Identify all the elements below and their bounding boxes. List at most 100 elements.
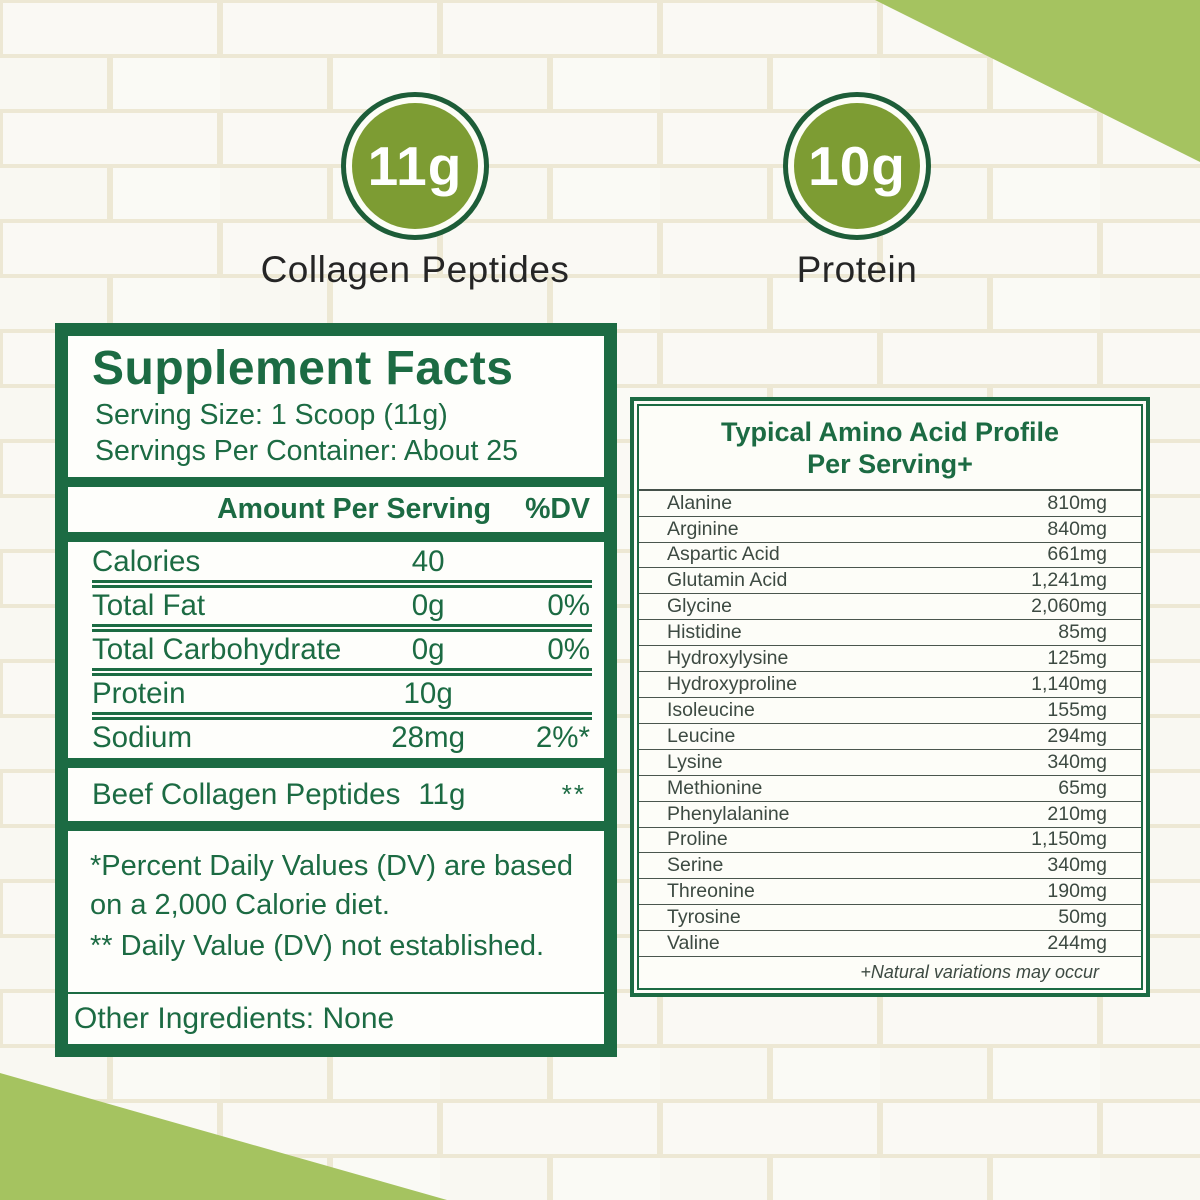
amino-acid-row: Aspartic Acid 661mg <box>639 543 1141 569</box>
amino-acid-profile-title: Typical Amino Acid Profile Per Serving+ <box>639 406 1141 491</box>
nutrient-dv: 0% <box>547 633 590 666</box>
amino-acid-value: 340mg <box>1047 854 1107 877</box>
amino-acid-name: Methionine <box>667 776 763 799</box>
dv-column-label: %DV <box>525 493 590 525</box>
nutrient-dv: 2%* <box>535 721 590 754</box>
amino-acid-row: Lysine 340mg <box>639 750 1141 776</box>
amino-acid-row: Hydroxyproline 1,140mg <box>639 672 1141 698</box>
amino-acid-row: Arginine 840mg <box>639 517 1141 543</box>
amino-acid-name: Arginine <box>667 517 739 540</box>
nutrient-row: Calories 40 <box>68 544 604 580</box>
amino-acid-row: Alanine 810mg <box>639 491 1141 517</box>
protein-amount-badge: 10g <box>783 92 931 240</box>
nutrient-amount: 40 <box>411 545 445 578</box>
nutrient-amount: 0g <box>411 633 445 666</box>
ingredient-row: Beef Collagen Peptides 11g ** <box>68 768 604 821</box>
nutrient-amount: 28mg <box>391 721 466 754</box>
collagen-amount-badge: 11g <box>341 92 489 240</box>
amino-acid-name: Tyrosine <box>667 906 741 929</box>
amino-acid-name: Isoleucine <box>667 698 755 721</box>
amount-per-serving-header: Amount Per Serving %DV <box>68 487 604 532</box>
protein-amount-value: 10g <box>794 103 920 229</box>
nutrient-amount: 10g <box>403 677 453 710</box>
amino-acid-row: Tyrosine 50mg <box>639 905 1141 932</box>
other-ingredients-divider <box>68 992 604 994</box>
nutrient-rows: Calories 40 Total Fat 0g 0% Total Carbohydrat… <box>68 542 604 758</box>
ingredient-dv: ** <box>561 779 586 809</box>
amino-acid-row: Threonine 190mg <box>639 879 1141 906</box>
nutrient-row-separator <box>92 668 592 676</box>
amino-acid-name: Leucine <box>667 724 736 747</box>
nutrient-name: Protein <box>92 677 186 710</box>
amino-acid-value: 661mg <box>1047 543 1107 566</box>
amount-per-serving-label: Amount Per Serving <box>217 493 492 525</box>
amino-acid-name: Glutamin Acid <box>667 569 788 592</box>
nutrient-amount: 0g <box>411 589 445 622</box>
nutrient-row-separator <box>92 580 592 588</box>
nutrient-row: Sodium 28mg 2%* <box>68 720 604 756</box>
amino-acid-value: 840mg <box>1047 517 1107 540</box>
amino-acid-name: Phenylalanine <box>667 802 790 825</box>
amino-profile-footnote: +Natural variations may occur <box>860 962 1099 982</box>
amino-acid-value: 50mg <box>1058 906 1107 929</box>
amino-acid-row: Phenylalanine 210mg <box>639 802 1141 828</box>
footnotes: *Percent Daily Values (DV) are based on … <box>68 831 604 966</box>
amino-acid-row: Histidine 85mg <box>639 620 1141 647</box>
amino-acid-value: 294mg <box>1047 724 1107 747</box>
amino-acid-row: Proline 1,150mg <box>639 828 1141 854</box>
bottom-left-accent-triangle <box>0 1073 447 1200</box>
nutrient-name: Sodium <box>92 721 193 754</box>
amino-acid-row: Isoleucine 155mg <box>639 698 1141 724</box>
amino-acid-name: Proline <box>667 828 728 851</box>
amino-acid-value: 155mg <box>1047 698 1107 721</box>
serving-size-text: Serving Size: 1 Scoop (11g) <box>95 398 448 431</box>
amino-acid-name: Serine <box>667 854 724 877</box>
amino-acid-row: Valine 244mg <box>639 931 1141 958</box>
ingredient-name: Beef Collagen Peptides <box>92 777 401 811</box>
amino-acid-name: Threonine <box>667 880 755 903</box>
nutrient-row: Total Fat 0g 0% <box>68 588 604 624</box>
nutrient-name: Total Carbohydrate <box>92 633 342 666</box>
amino-acid-row: Leucine 294mg <box>639 724 1141 750</box>
amino-acid-value: 1,140mg <box>1031 673 1107 696</box>
footnote-dv-not-established: ** Daily Value (DV) not established. <box>90 930 545 963</box>
amino-acid-profile-inner: Typical Amino Acid Profile Per Serving+ … <box>637 404 1143 990</box>
nutrient-dv: 0% <box>547 589 590 622</box>
amino-acid-value: 1,150mg <box>1031 828 1107 851</box>
footnote-dv-basis: *Percent Daily Values (DV) are based on … <box>90 850 574 921</box>
amino-acid-name: Hydroxyproline <box>667 673 798 696</box>
nutrient-name: Calories <box>92 545 201 578</box>
amino-acid-row: Glycine 2,060mg <box>639 594 1141 621</box>
nutrient-row: Protein 10g <box>68 676 604 712</box>
amino-acid-value: 65mg <box>1058 776 1107 799</box>
amino-title-line2: Per Serving+ <box>807 448 973 479</box>
collagen-badge-label: Collagen Peptides <box>260 249 570 290</box>
footnotes-section: *Percent Daily Values (DV) are based on … <box>68 831 604 1044</box>
amino-acid-name: Alanine <box>667 491 733 514</box>
servings-per-container-text: Servings Per Container: About 25 <box>95 434 519 467</box>
supplement-facts-panel: Supplement Facts Serving Size: 1 Scoop (… <box>55 323 617 1057</box>
amino-acid-value: 125mg <box>1047 647 1107 670</box>
amino-acid-name: Histidine <box>667 621 742 644</box>
amino-acid-row: Serine 340mg <box>639 853 1141 880</box>
supplement-facts-title: Supplement Facts <box>92 342 514 395</box>
amino-acid-row: Methionine 65mg <box>639 776 1141 802</box>
amino-acid-name: Valine <box>667 932 720 955</box>
amino-title-line1: Typical Amino Acid Profile <box>720 417 1060 447</box>
nutrient-name: Total Fat <box>92 589 206 622</box>
amino-acid-value: 810mg <box>1047 491 1107 514</box>
amino-acid-value: 190mg <box>1047 880 1107 903</box>
amino-acid-value: 85mg <box>1058 621 1107 644</box>
amino-acid-value: 1,241mg <box>1031 569 1107 592</box>
other-ingredients-text: Other Ingredients: None <box>74 1002 395 1035</box>
nutrient-row-separator <box>92 712 592 720</box>
amino-acid-value: 340mg <box>1047 750 1107 773</box>
collagen-amount-value: 11g <box>352 103 478 229</box>
amino-acid-value: 2,060mg <box>1031 595 1107 618</box>
ingredient-amount: 11g <box>418 777 466 811</box>
amino-acid-name: Hydroxylysine <box>667 647 789 670</box>
amino-acid-value: 244mg <box>1047 932 1107 955</box>
supplement-facts-header: Supplement Facts Serving Size: 1 Scoop (… <box>68 336 604 477</box>
